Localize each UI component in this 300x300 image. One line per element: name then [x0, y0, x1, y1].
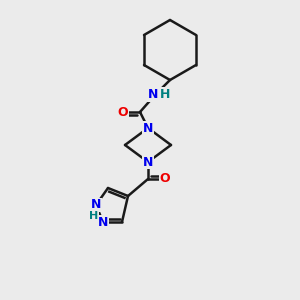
Text: N: N — [143, 155, 153, 169]
Text: H: H — [89, 211, 99, 221]
Text: O: O — [160, 172, 170, 185]
Text: H: H — [160, 88, 170, 100]
Text: N: N — [91, 199, 101, 212]
Text: N: N — [143, 122, 153, 134]
Text: O: O — [118, 106, 128, 118]
Text: N: N — [98, 215, 108, 229]
Text: N: N — [148, 88, 158, 101]
